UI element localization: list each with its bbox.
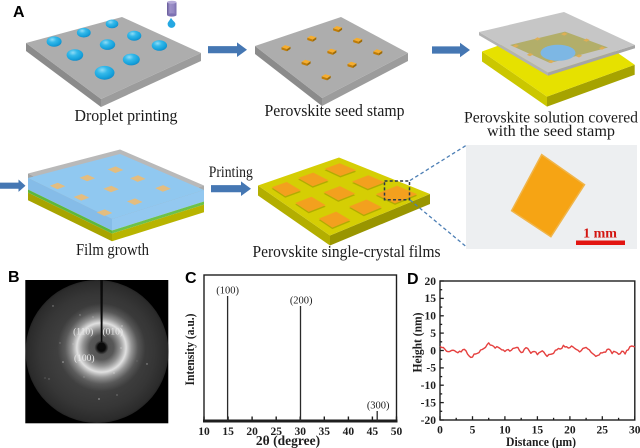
svg-text:25: 25 bbox=[270, 426, 282, 438]
svg-text:B: B bbox=[8, 269, 20, 286]
svg-text:Perovskite seed stamp: Perovskite seed stamp bbox=[265, 101, 405, 120]
svg-text:30: 30 bbox=[629, 425, 640, 437]
svg-text:20: 20 bbox=[425, 276, 437, 288]
svg-text:10: 10 bbox=[198, 426, 210, 438]
svg-text:5: 5 bbox=[430, 328, 436, 340]
svg-text:Film growth: Film growth bbox=[76, 240, 150, 259]
svg-text:-20: -20 bbox=[421, 415, 437, 427]
svg-text:20: 20 bbox=[246, 426, 258, 438]
svg-text:Printing: Printing bbox=[209, 164, 253, 181]
svg-text:40: 40 bbox=[343, 426, 355, 438]
svg-text:(010): (010) bbox=[103, 327, 124, 338]
svg-text:Perovskite solution covered: Perovskite solution covered bbox=[464, 110, 638, 127]
svg-text:30: 30 bbox=[294, 426, 306, 438]
svg-text:50: 50 bbox=[391, 426, 403, 438]
svg-text:45: 45 bbox=[367, 426, 379, 438]
svg-text:(100): (100) bbox=[216, 286, 239, 297]
svg-text:Droplet printing: Droplet printing bbox=[75, 106, 178, 125]
svg-text:0: 0 bbox=[437, 425, 443, 437]
svg-text:20: 20 bbox=[564, 425, 576, 437]
svg-text:(200): (200) bbox=[290, 296, 313, 307]
svg-text:-5: -5 bbox=[426, 363, 436, 375]
svg-text:Distance (μm): Distance (μm) bbox=[506, 434, 576, 448]
svg-text:A: A bbox=[13, 4, 25, 21]
svg-text:(300): (300) bbox=[367, 401, 390, 412]
svg-text:10: 10 bbox=[499, 425, 511, 437]
svg-text:Perovskite single-crystal film: Perovskite single-crystal films bbox=[253, 242, 441, 261]
svg-text:-15: -15 bbox=[421, 397, 437, 409]
svg-text:(110): (110) bbox=[73, 327, 93, 338]
svg-text:15: 15 bbox=[222, 426, 234, 438]
svg-text:10: 10 bbox=[425, 311, 437, 323]
svg-text:25: 25 bbox=[597, 425, 609, 437]
svg-text:with the seed stamp: with the seed stamp bbox=[487, 123, 615, 140]
svg-text:D: D bbox=[407, 271, 419, 288]
svg-text:-10: -10 bbox=[421, 380, 437, 392]
svg-text:Height (nm): Height (nm) bbox=[411, 313, 425, 373]
svg-text:C: C bbox=[185, 270, 197, 287]
svg-text:(100): (100) bbox=[74, 353, 95, 364]
svg-text:2θ (degree): 2θ (degree) bbox=[256, 433, 320, 448]
svg-text:0: 0 bbox=[430, 345, 436, 357]
svg-text:1 mm: 1 mm bbox=[583, 227, 617, 242]
svg-text:Intensity (a.u.): Intensity (a.u.) bbox=[182, 314, 197, 386]
svg-text:15: 15 bbox=[425, 293, 437, 305]
svg-text:15: 15 bbox=[532, 425, 544, 437]
svg-text:35: 35 bbox=[319, 426, 331, 438]
svg-text:5: 5 bbox=[470, 425, 476, 437]
